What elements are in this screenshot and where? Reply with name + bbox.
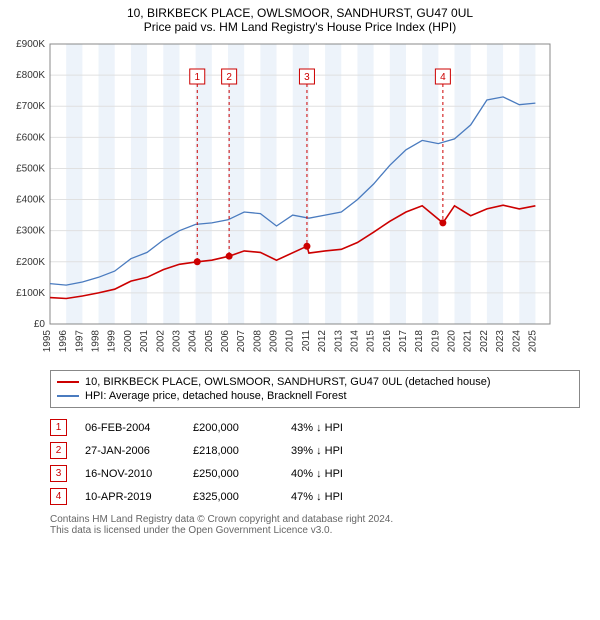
title-line-2: Price paid vs. HM Land Registry's House … <box>0 20 600 34</box>
svg-text:2003: 2003 <box>171 330 182 353</box>
svg-text:2017: 2017 <box>398 330 409 353</box>
transaction-marker: 2 <box>50 442 67 459</box>
svg-text:£800K: £800K <box>16 70 45 81</box>
svg-text:1997: 1997 <box>74 330 85 353</box>
svg-text:2007: 2007 <box>236 330 247 353</box>
svg-text:2009: 2009 <box>269 330 280 353</box>
transaction-marker: 4 <box>50 488 67 505</box>
transaction-date: 06-FEB-2004 <box>85 422 175 434</box>
svg-text:2004: 2004 <box>188 330 199 353</box>
svg-text:£200K: £200K <box>16 257 45 268</box>
svg-text:2023: 2023 <box>495 330 506 353</box>
transaction-marker: 3 <box>50 465 67 482</box>
svg-text:2011: 2011 <box>301 330 312 352</box>
svg-text:2013: 2013 <box>333 330 344 353</box>
svg-text:£300K: £300K <box>16 226 45 237</box>
transaction-row: 3 16-NOV-2010 £250,000 40% ↓ HPI <box>50 462 580 485</box>
svg-text:2014: 2014 <box>349 330 360 353</box>
svg-text:1995: 1995 <box>42 330 53 353</box>
legend-swatch <box>57 381 79 383</box>
svg-text:2012: 2012 <box>317 330 328 353</box>
transaction-marker: 1 <box>50 419 67 436</box>
title-line-1: 10, BIRKBECK PLACE, OWLSMOOR, SANDHURST,… <box>0 6 600 20</box>
transaction-date: 16-NOV-2010 <box>85 468 175 480</box>
transaction-row: 2 27-JAN-2006 £218,000 39% ↓ HPI <box>50 439 580 462</box>
svg-text:£600K: £600K <box>16 132 45 143</box>
transaction-row: 4 10-APR-2019 £325,000 47% ↓ HPI <box>50 485 580 508</box>
svg-text:1996: 1996 <box>58 330 69 353</box>
svg-text:£900K: £900K <box>16 39 45 50</box>
svg-text:2018: 2018 <box>414 330 425 353</box>
svg-text:2020: 2020 <box>447 330 458 353</box>
svg-text:2: 2 <box>226 72 232 83</box>
svg-text:2016: 2016 <box>382 330 393 353</box>
legend: 10, BIRKBECK PLACE, OWLSMOOR, SANDHURST,… <box>50 370 580 408</box>
legend-swatch <box>57 395 79 397</box>
svg-text:1999: 1999 <box>107 330 118 353</box>
svg-text:£700K: £700K <box>16 101 45 112</box>
svg-text:2015: 2015 <box>366 330 377 353</box>
transaction-price: £250,000 <box>193 468 273 480</box>
transaction-pct: 39% ↓ HPI <box>291 445 391 457</box>
transactions-table: 1 06-FEB-2004 £200,000 43% ↓ HPI 2 27-JAN-200… <box>50 416 580 508</box>
svg-text:2006: 2006 <box>220 330 231 353</box>
svg-text:2022: 2022 <box>479 330 490 353</box>
footnote: Contains HM Land Registry data © Crown c… <box>50 514 580 536</box>
transaction-price: £200,000 <box>193 422 273 434</box>
svg-text:2021: 2021 <box>463 330 474 353</box>
svg-text:2025: 2025 <box>527 330 538 353</box>
svg-text:£0: £0 <box>34 319 46 330</box>
transaction-price: £325,000 <box>193 491 273 503</box>
transaction-price: £218,000 <box>193 445 273 457</box>
transaction-date: 27-JAN-2006 <box>85 445 175 457</box>
svg-text:1: 1 <box>194 72 200 83</box>
legend-row: HPI: Average price, detached house, Brac… <box>57 389 573 403</box>
svg-text:2000: 2000 <box>123 330 134 353</box>
svg-text:£400K: £400K <box>16 195 45 206</box>
svg-text:£100K: £100K <box>16 288 45 299</box>
chart-titles: 10, BIRKBECK PLACE, OWLSMOOR, SANDHURST,… <box>0 0 600 34</box>
footnote-line-1: Contains HM Land Registry data © Crown c… <box>50 514 580 525</box>
svg-text:2001: 2001 <box>139 330 150 353</box>
transaction-date: 10-APR-2019 <box>85 491 175 503</box>
transaction-row: 1 06-FEB-2004 £200,000 43% ↓ HPI <box>50 416 580 439</box>
transaction-pct: 47% ↓ HPI <box>291 491 391 503</box>
svg-text:1998: 1998 <box>91 330 102 353</box>
footnote-line-2: This data is licensed under the Open Gov… <box>50 525 580 536</box>
svg-text:3: 3 <box>304 72 310 83</box>
legend-label: 10, BIRKBECK PLACE, OWLSMOOR, SANDHURST,… <box>85 376 491 388</box>
price-chart: £0 £100K £200K £300K £400K £500K £600K £700K £80… <box>0 34 600 364</box>
svg-text:2008: 2008 <box>252 330 263 353</box>
legend-label: HPI: Average price, detached house, Brac… <box>85 390 347 402</box>
legend-row: 10, BIRKBECK PLACE, OWLSMOOR, SANDHURST,… <box>57 375 573 389</box>
svg-text:4: 4 <box>440 72 446 83</box>
svg-text:2019: 2019 <box>430 330 441 353</box>
svg-text:2024: 2024 <box>511 330 522 353</box>
transaction-pct: 40% ↓ HPI <box>291 468 391 480</box>
svg-text:2002: 2002 <box>155 330 166 353</box>
transaction-pct: 43% ↓ HPI <box>291 422 391 434</box>
svg-text:2005: 2005 <box>204 330 215 353</box>
svg-text:2010: 2010 <box>285 330 296 353</box>
svg-text:£500K: £500K <box>16 163 45 174</box>
